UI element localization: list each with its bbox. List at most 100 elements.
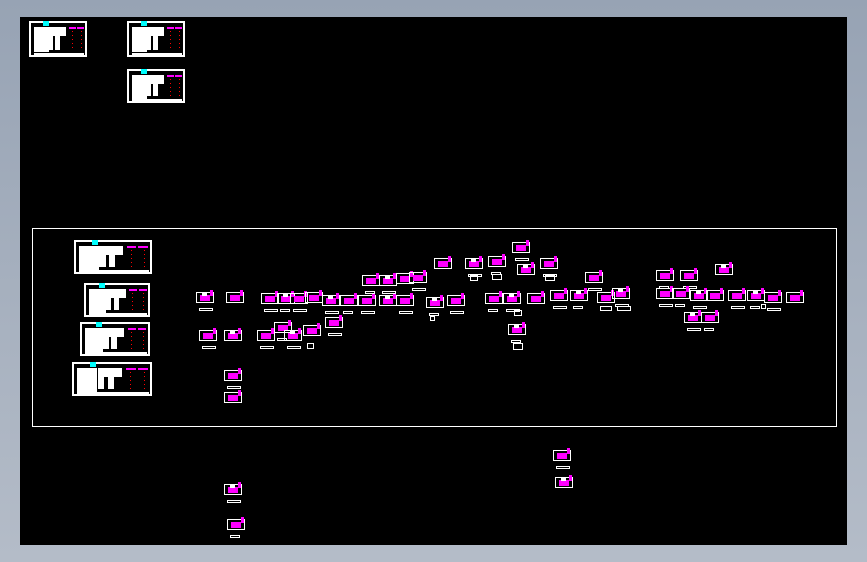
drawing-sheet-thumbnail[interactable] (72, 362, 152, 396)
part-outline (764, 292, 782, 303)
sheet-dot (143, 380, 145, 381)
part-fill (230, 331, 235, 334)
sheet-block (85, 352, 147, 354)
sheet-dot (81, 43, 83, 44)
part-outline (503, 293, 521, 304)
part-fill (383, 278, 393, 284)
sheet-block (98, 368, 122, 377)
sheet-dot (132, 293, 134, 294)
sheet-block (89, 289, 106, 313)
sheet-dot (179, 87, 181, 88)
part-fill (238, 482, 241, 488)
part-fill (461, 293, 464, 299)
part-outline (550, 290, 568, 301)
drawing-sheet-thumbnail[interactable] (80, 322, 150, 356)
part-fill (240, 290, 243, 296)
part-label (399, 311, 413, 314)
part-outline (224, 370, 242, 381)
part-fill (238, 390, 241, 396)
part-fill (241, 517, 244, 523)
sheet-dot (143, 297, 145, 298)
sheet-block (79, 270, 149, 272)
part-fill (753, 291, 758, 294)
part-outline (512, 242, 530, 253)
part-fill (278, 325, 288, 331)
sheet-marker (126, 246, 137, 248)
part-label (659, 304, 673, 307)
sheet-dot (169, 47, 171, 48)
sheet-dot (142, 348, 144, 349)
part-fill (499, 291, 502, 297)
drawing-sheet-thumbnail[interactable] (29, 21, 87, 57)
part-fill (509, 294, 514, 297)
sheet-block (105, 296, 112, 311)
sheet-dot (143, 309, 145, 310)
part-outline (274, 322, 292, 333)
sheet-dot (169, 43, 171, 44)
part-label (687, 328, 701, 331)
part-box (617, 306, 631, 311)
sheet-dot (143, 293, 145, 294)
part-fill (413, 275, 423, 281)
part-fill (676, 291, 686, 297)
sheet-marker (68, 27, 76, 29)
sheet-dot (143, 376, 145, 377)
part-fill (698, 310, 701, 316)
part-fill (705, 315, 715, 321)
cad-drawing-canvas[interactable] (20, 17, 847, 545)
part-detail (358, 293, 380, 307)
part-label (704, 328, 714, 331)
part-detail (690, 288, 712, 302)
part-outline (570, 290, 588, 301)
part-outline (672, 288, 690, 299)
part-fill (213, 328, 216, 334)
drawing-sheet-thumbnail[interactable] (74, 240, 152, 274)
part-box (492, 274, 502, 280)
part-outline (465, 258, 483, 269)
sheet-dot (130, 266, 132, 267)
drawing-sheet-thumbnail[interactable] (127, 69, 185, 103)
part-label (573, 306, 583, 309)
sheet-dot (143, 372, 145, 373)
part-box (514, 310, 522, 316)
part-fill (531, 262, 534, 268)
part-fill (291, 291, 294, 297)
sheet-block (98, 375, 105, 390)
part-outline (555, 477, 573, 488)
sheet-dot (169, 79, 171, 80)
part-detail (656, 286, 678, 300)
part-fill (688, 315, 698, 321)
part-fill (238, 328, 241, 334)
part-fill (307, 328, 317, 334)
sheet-dot (142, 336, 144, 337)
sheet-dot (132, 301, 134, 302)
sheet-dot (142, 340, 144, 341)
sheet-dot (130, 258, 132, 259)
part-label (202, 346, 216, 349)
part-outline (396, 295, 414, 306)
sheet-dot (132, 309, 134, 310)
part-outline (325, 317, 343, 328)
part-detail (706, 288, 728, 302)
part-label (382, 291, 396, 294)
sheet-block (132, 53, 182, 55)
sheet-dot (130, 388, 131, 389)
sheet-dot (71, 47, 73, 48)
part-fill (298, 328, 301, 334)
sheet-block (99, 246, 123, 255)
part-fill (720, 288, 723, 294)
sheet-dot (143, 258, 145, 259)
sheet-dot (179, 83, 181, 84)
part-outline (447, 295, 465, 306)
part-label (731, 306, 745, 309)
sheet-block (55, 35, 60, 50)
part-outline (303, 325, 321, 336)
drawing-sheet-thumbnail[interactable] (127, 21, 185, 57)
drawing-sheet-thumbnail[interactable] (84, 283, 150, 317)
part-fill (507, 296, 517, 302)
part-outline (485, 293, 503, 304)
part-fill (557, 453, 567, 459)
part-fill (523, 265, 528, 268)
part-fill (790, 295, 800, 301)
part-outline (224, 484, 242, 495)
